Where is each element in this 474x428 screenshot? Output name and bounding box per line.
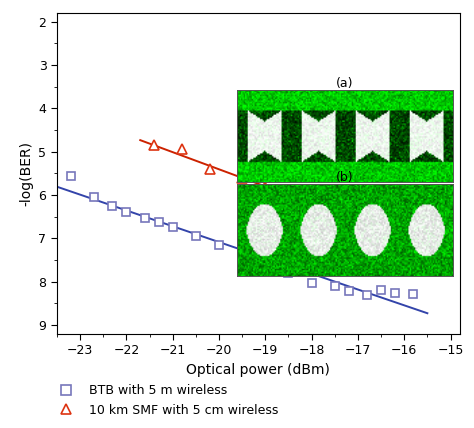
Title: (a): (a) bbox=[336, 77, 354, 90]
Title: (b): (b) bbox=[336, 171, 354, 184]
Y-axis label: -log(BER): -log(BER) bbox=[19, 141, 33, 206]
Legend: BTB with 5 m wireless, 10 km SMF with 5 cm wireless: BTB with 5 m wireless, 10 km SMF with 5 … bbox=[49, 380, 283, 422]
X-axis label: Optical power (dBm): Optical power (dBm) bbox=[186, 363, 330, 377]
